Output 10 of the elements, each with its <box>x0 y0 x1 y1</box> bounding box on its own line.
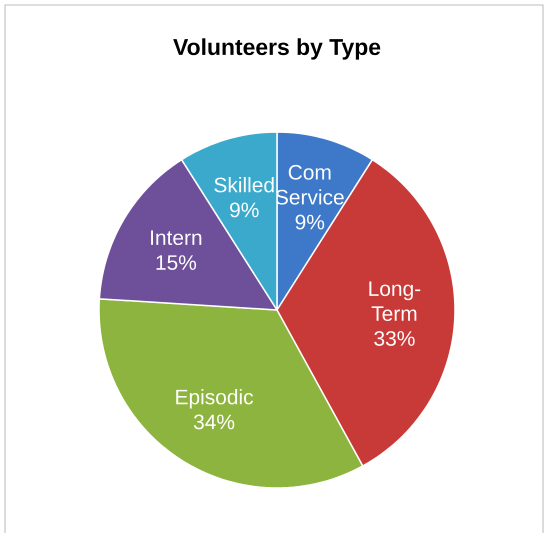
data-label: 9% <box>230 202 259 218</box>
data-label: 9% <box>296 214 324 230</box>
chart-title: Volunteers by Type <box>173 38 380 60</box>
data-label: 34% <box>194 414 234 430</box>
slice-label: Long-Term <box>369 281 420 321</box>
slice-label: Episodic <box>176 388 254 408</box>
slice-label: Skilled <box>214 176 274 192</box>
data-label: 15% <box>156 255 196 270</box>
slice-label: Intern <box>151 230 202 245</box>
data-label: 33% <box>374 330 415 346</box>
